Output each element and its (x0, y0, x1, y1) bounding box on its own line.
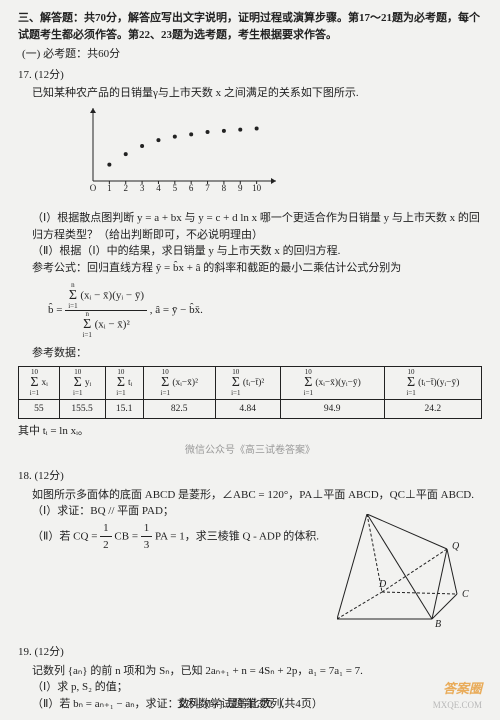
q18-figure: PQABCD (337, 514, 472, 635)
b-hat-label: b̂ = (48, 304, 65, 316)
q17-formula-intro: 参考公式：回归直线方程 ŷ = b̂x + â 的斜率和截距的最小二乘估计公式分… (32, 260, 482, 277)
a-hat-label: , â = ȳ − b̂x̄. (150, 304, 203, 316)
q17-scatter-chart: O1 2 3 4 5 6 7 8 9 10 (78, 106, 482, 207)
ref-data-label: 参考数据： (32, 345, 482, 362)
q17-number: 17. (12分) (18, 67, 482, 84)
q17-data-table: 10Σi=1 xᵢ10Σi=1 yᵢ10Σi=1 tᵢ10Σi=1 (xᵢ−x̄… (18, 366, 482, 419)
q17-formula: b̂ = nΣi=1 (xᵢ − x̄)(yᵢ − ȳ) nΣi=1 (xᵢ −… (48, 282, 482, 339)
formula-numerator: (xᵢ − x̄)(yᵢ − ȳ) (80, 290, 144, 302)
section-header: 三、解答题：共70分，解答应写出文字说明，证明过程或演算步骤。第17～21题为必… (18, 10, 482, 43)
svg-text:D: D (378, 579, 387, 590)
q17-part1: （Ⅰ）根据散点图判断 y = a + bx 与 y = c + d ln x 哪… (32, 210, 482, 243)
q18-stem: 如图所示多面体的底面 ABCD 是菱形，∠ABC = 120°，PA⊥平面 AB… (32, 487, 482, 504)
watermark-logo: 答案圈 (443, 679, 482, 699)
q18-number: 18. (12分) (18, 468, 482, 485)
q19-stem: 记数列 {aₙ} 的前 n 项和为 Sₙ，已知 2aₙ₊₁ + n = 4Sₙ … (32, 663, 482, 680)
q17-stem: 已知某种农产品的日销量γ与上市天数 x 之间满足的关系如下图所示. (32, 85, 482, 102)
q17-part2: （Ⅱ）根据（Ⅰ）中的结果，求日销量 y 与上市天数 x 的回归方程. (32, 243, 482, 260)
svg-text:3: 3 (140, 183, 145, 193)
svg-text:6: 6 (189, 183, 194, 193)
page-footer: 文科数学试题 第3页（共4页） (0, 696, 500, 713)
svg-text:C: C (462, 589, 469, 600)
svg-text:7: 7 (205, 183, 210, 193)
svg-text:5: 5 (173, 183, 178, 193)
svg-text:1: 1 (107, 183, 112, 193)
svg-text:Q: Q (452, 541, 460, 552)
svg-text:O: O (90, 183, 97, 193)
svg-text:10: 10 (252, 183, 261, 193)
svg-text:4: 4 (156, 183, 161, 193)
svg-text:B: B (435, 619, 441, 629)
ln-note: 其中 tᵢ = ln xᵢ。 (18, 423, 482, 440)
wechat-watermark: 微信公众号《高三试卷答案》 (18, 443, 482, 458)
watermark-url: MXQE.COM (433, 699, 482, 713)
svg-text:8: 8 (222, 183, 227, 193)
q19-part1: （Ⅰ）求 p, S₂ 的值； (32, 679, 482, 696)
q19-number: 19. (12分) (18, 644, 482, 661)
mandatory-label: (一) 必考题：共60分 (22, 46, 482, 63)
svg-text:9: 9 (238, 183, 243, 193)
formula-denominator: (xᵢ − x̄)² (95, 319, 130, 331)
svg-text:2: 2 (123, 183, 128, 193)
